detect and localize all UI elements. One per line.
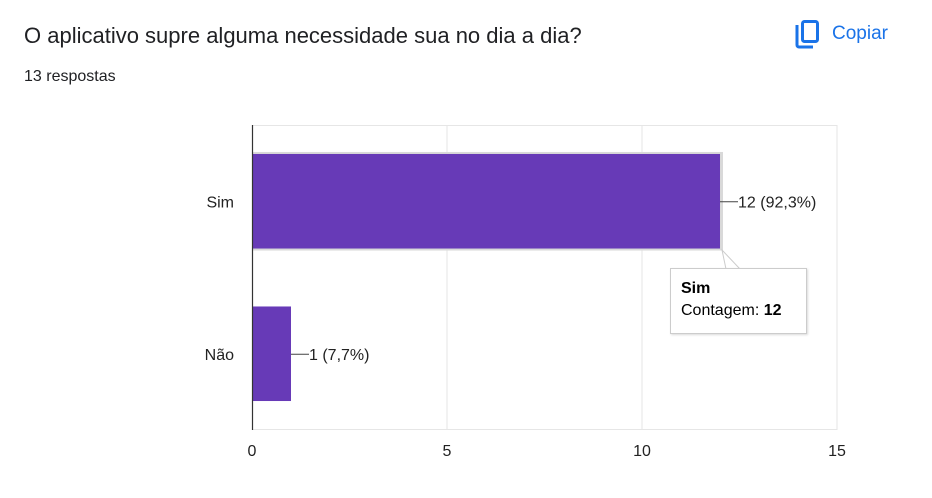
data-label: 12 (92,3%) <box>738 194 816 211</box>
copy-button[interactable]: Copiar <box>790 14 914 54</box>
tooltip-row: Contagem: 12 <box>681 300 806 322</box>
data-label: 1 (7,7%) <box>309 347 369 364</box>
response-count: 13 respostas <box>24 68 116 85</box>
copy-icon <box>795 20 819 49</box>
x-tick-label: 5 <box>443 443 452 460</box>
tooltip-title: Sim <box>681 280 711 297</box>
bar <box>252 306 291 402</box>
y-tick-label: Não <box>205 347 234 364</box>
x-tick-label: 15 <box>828 443 846 460</box>
x-tick-label: 0 <box>248 443 257 460</box>
question-title: O aplicativo supre alguma necessidade su… <box>24 23 582 48</box>
tooltip-value: 12 <box>763 302 782 319</box>
copy-label: Copiar <box>832 23 888 44</box>
bar <box>252 153 720 249</box>
tooltip-label: Contagem: <box>681 302 760 319</box>
bar-tooltip: Sim Contagem: 12 <box>670 268 807 334</box>
x-tick-label: 10 <box>633 443 651 460</box>
y-tick-label: Sim <box>206 194 234 211</box>
